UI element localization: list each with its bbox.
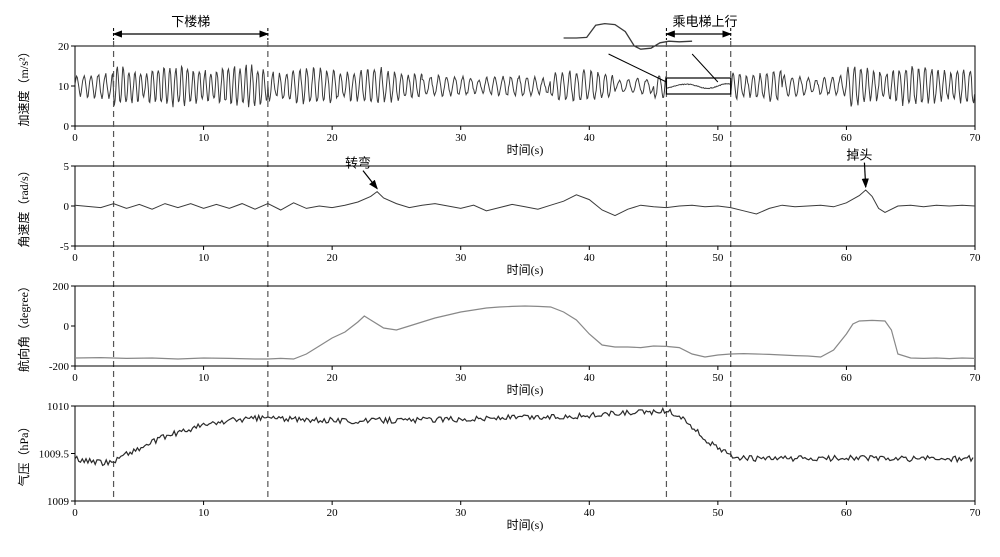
xtick-label: 10: [198, 507, 210, 519]
ylabel: 航向角（degree）: [16, 280, 31, 372]
xtick-label: 20: [327, 372, 339, 384]
xtick-label: 0: [72, 372, 78, 384]
xtick-label: 50: [712, 132, 724, 144]
xtick-label: 70: [970, 252, 982, 264]
xtick-label: 70: [970, 132, 982, 144]
ytick-label: 20: [58, 41, 70, 53]
point-label: 掉头: [846, 148, 872, 163]
accel-series: [75, 65, 975, 108]
xtick-label: 60: [841, 132, 853, 144]
xtick-label: 30: [455, 372, 467, 384]
ytick-label: 0: [64, 321, 70, 333]
xtick-label: 70: [970, 507, 982, 519]
figure-svg: 01020010203040506070时间(s)加速度（m/s²）下楼梯乘电梯…: [10, 10, 990, 547]
ytick-label: 5: [64, 161, 70, 173]
ytick-label: 1009: [47, 496, 70, 508]
point-label: 转弯: [345, 156, 371, 171]
xtick-label: 50: [712, 372, 724, 384]
ylabel: 角速度（rad/s）: [16, 164, 31, 247]
xlabel: 时间(s): [507, 263, 544, 277]
xtick-label: 20: [327, 252, 339, 264]
xtick-label: 50: [712, 252, 724, 264]
xtick-label: 40: [584, 132, 596, 144]
span-label: 乘电梯上行: [672, 14, 737, 29]
xtick-label: 20: [327, 507, 339, 519]
xtick-label: 60: [841, 507, 853, 519]
ytick-label: 0: [64, 201, 70, 213]
xtick-label: 20: [327, 132, 339, 144]
xtick-label: 60: [841, 252, 853, 264]
xtick-label: 0: [72, 252, 78, 264]
xtick-label: 0: [72, 507, 78, 519]
ytick-label: 200: [53, 281, 70, 293]
xtick-label: 0: [72, 132, 78, 144]
xtick-label: 60: [841, 372, 853, 384]
ytick-label: 1010: [47, 401, 70, 413]
xtick-label: 10: [198, 132, 210, 144]
xtick-label: 70: [970, 372, 982, 384]
xtick-label: 30: [455, 507, 467, 519]
xtick-label: 40: [584, 372, 596, 384]
heading-series: [75, 306, 975, 359]
xlabel: 时间(s): [507, 143, 544, 157]
ylabel: 气压（hPa）: [16, 420, 31, 486]
xtick-label: 40: [584, 507, 596, 519]
ytick-label: 0: [64, 121, 70, 133]
gyro-series: [75, 190, 975, 216]
xtick-label: 40: [584, 252, 596, 264]
ytick-label: 1009.5: [39, 449, 70, 461]
span-label: 下楼梯: [171, 14, 210, 29]
xlabel: 时间(s): [507, 383, 544, 397]
ytick-label: -5: [60, 241, 70, 253]
ytick-label: 10: [58, 81, 70, 93]
ylabel: 加速度（m/s²）: [16, 46, 31, 127]
xtick-label: 30: [455, 132, 467, 144]
pressure-series: [75, 408, 973, 465]
xtick-label: 50: [712, 507, 724, 519]
ytick-label: -200: [49, 361, 70, 373]
xtick-label: 10: [198, 372, 210, 384]
xtick-label: 30: [455, 252, 467, 264]
xlabel: 时间(s): [507, 518, 544, 532]
sensor-time-series-figure: 01020010203040506070时间(s)加速度（m/s²）下楼梯乘电梯…: [10, 10, 990, 547]
xtick-label: 10: [198, 252, 210, 264]
